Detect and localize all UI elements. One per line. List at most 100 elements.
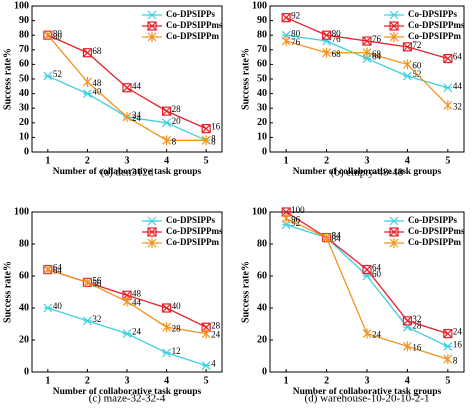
data-label: 56 [92,275,102,285]
marker-shape [443,329,453,339]
marker [402,42,413,52]
marker [43,30,53,41]
marker [443,354,453,365]
marker-shape [362,47,372,58]
marker [389,21,399,31]
data-label: 64 [53,263,63,273]
marker [147,216,157,226]
y-tick-label: 0 [24,366,29,377]
marker [122,111,132,122]
marker-shape [43,303,53,313]
marker [147,21,157,31]
marker [82,48,93,58]
legend-label: Co-DPSIPPs [408,215,457,225]
data-label: 40 [172,301,182,311]
marker-shape [281,13,291,23]
x-axis-label: Number of collaborative task groups [53,167,202,177]
data-label: 16 [412,342,422,352]
y-axis-label: Success rate% [2,48,13,110]
marker-shape [389,21,399,31]
x-tick-label: 1 [45,375,50,386]
y-tick-label: 30 [19,102,29,113]
data-label: 64 [53,266,63,276]
data-label: 20 [172,116,182,126]
marker-shape [122,111,132,122]
marker [443,341,453,351]
marker-shape [82,48,92,58]
legend-label: Co-DPSIPPm [166,31,219,41]
y-tick-label: 70 [257,44,267,55]
marker [162,322,172,333]
data-label: 4 [211,359,216,369]
data-label: 96 [291,214,301,224]
marker-shape [281,13,291,23]
x-tick-label: 3 [125,155,130,166]
marker-shape [122,329,132,339]
y-tick-label: 80 [257,238,267,249]
marker [281,13,291,23]
marker-shape [162,118,172,128]
x-tick-label: 5 [445,375,450,386]
marker [281,220,291,230]
marker-shape [147,216,157,226]
marker-shape [362,36,372,46]
y-tick-label: 60 [19,59,29,70]
marker [43,71,53,81]
data-label: 60 [412,60,422,70]
y-tick-label: 90 [19,15,29,26]
x-tick-label: 3 [365,375,370,386]
data-label: 28 [172,323,182,333]
data-label: 76 [372,34,382,44]
marker [147,238,157,248]
data-label: 40 [53,301,63,311]
marker-shape [389,21,399,31]
y-tick-label: 0 [262,366,267,377]
marker-shape [443,53,453,64]
series-line [47,75,207,141]
data-label: 68 [332,49,342,59]
data-label: 28 [172,104,182,114]
data-label: 68 [92,46,102,56]
x-tick-label: 5 [445,155,450,166]
marker-shape [281,207,291,217]
y-tick-label: 40 [257,88,267,99]
marker-shape [362,328,372,339]
data-label: 8 [453,355,458,365]
y-tick-label: 40 [257,302,267,313]
marker-shape [162,106,172,116]
data-label: 100 [291,205,305,215]
marker-shape [443,341,453,351]
marker [321,30,332,40]
marker-shape [362,265,372,275]
marker-shape [402,341,412,352]
y-tick-label: 0 [262,146,267,157]
marker [82,316,92,326]
marker [281,36,291,47]
marker [402,341,412,352]
marker-shape [402,71,412,81]
marker-shape [147,227,157,237]
data-label: 84 [332,231,342,241]
data-label: 32 [412,314,421,324]
marker-shape [201,135,211,146]
marker-shape [201,361,211,371]
data-label: 92 [291,11,300,21]
marker [147,10,157,20]
caption: (c) maze-32-32-4 [89,393,166,405]
x-tick-label: 3 [365,155,370,166]
x-tick-label: 1 [45,155,50,166]
marker [43,303,53,313]
y-tick-label: 20 [257,117,267,128]
data-label: 80 [291,28,301,38]
x-tick-label: 2 [85,375,90,386]
marker [201,328,211,339]
data-label: 8 [211,136,216,146]
marker [443,100,453,111]
data-label: 84 [332,234,342,244]
marker-shape [402,42,412,52]
y-tick-label: 30 [257,102,267,113]
legend-label: Co-DPSIPPm [408,237,461,247]
marker-shape [161,106,172,116]
y-tick-label: 60 [19,270,29,281]
marker [322,47,332,58]
